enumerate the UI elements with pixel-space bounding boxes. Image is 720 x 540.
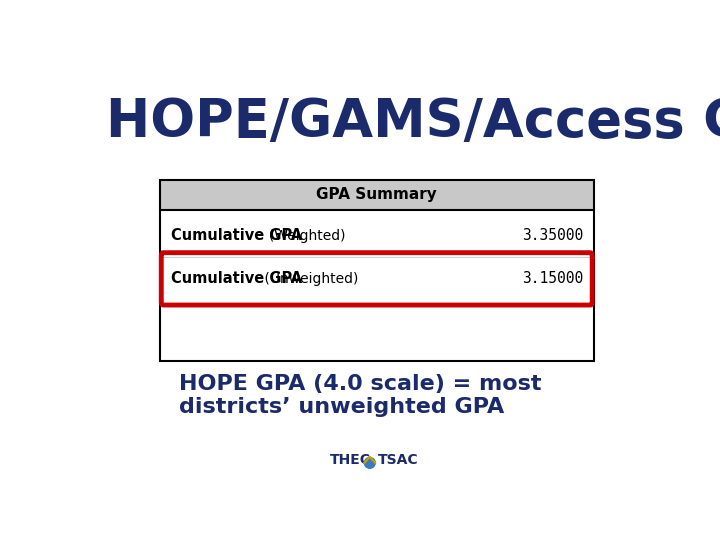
Text: GPA Summary: GPA Summary [316,187,437,202]
Circle shape [364,457,375,468]
Text: 3.15000: 3.15000 [522,272,583,286]
Bar [160,180,594,361]
Text: districts’ unweighted GPA: districts’ unweighted GPA [179,397,505,417]
Text: HOPE GPA (4.0 scale) = most: HOPE GPA (4.0 scale) = most [179,374,541,394]
Text: HOPE/GAMS/Access GPA: HOPE/GAMS/Access GPA [106,96,720,147]
Text: 3.35000: 3.35000 [522,228,583,243]
Text: Cumulative GPA: Cumulative GPA [171,228,302,243]
Bar [160,180,594,210]
Text: Cumulative GPA: Cumulative GPA [171,272,302,286]
Text: THEC: THEC [330,453,372,467]
Text: TSAC: TSAC [378,453,419,467]
Text: (Unweighted): (Unweighted) [260,272,358,286]
Text: (Weighted): (Weighted) [260,229,345,243]
